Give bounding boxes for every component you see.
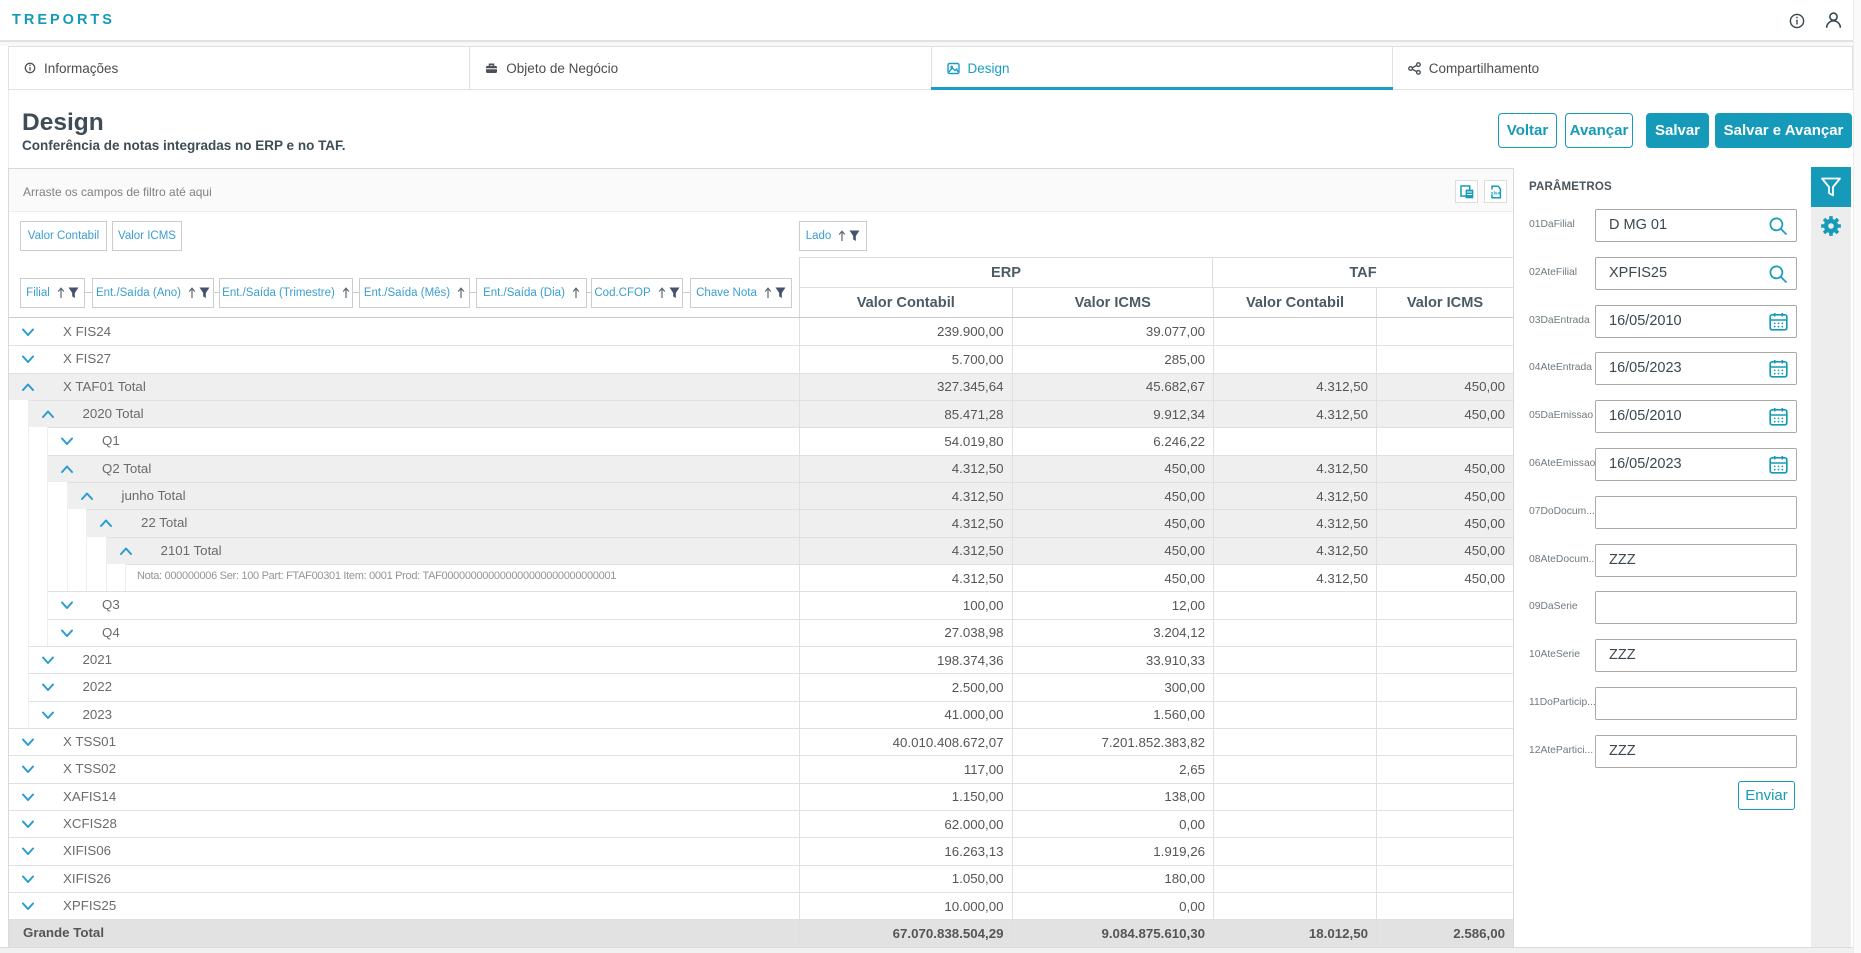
svg-text:xlsx: xlsx	[1490, 190, 1500, 196]
